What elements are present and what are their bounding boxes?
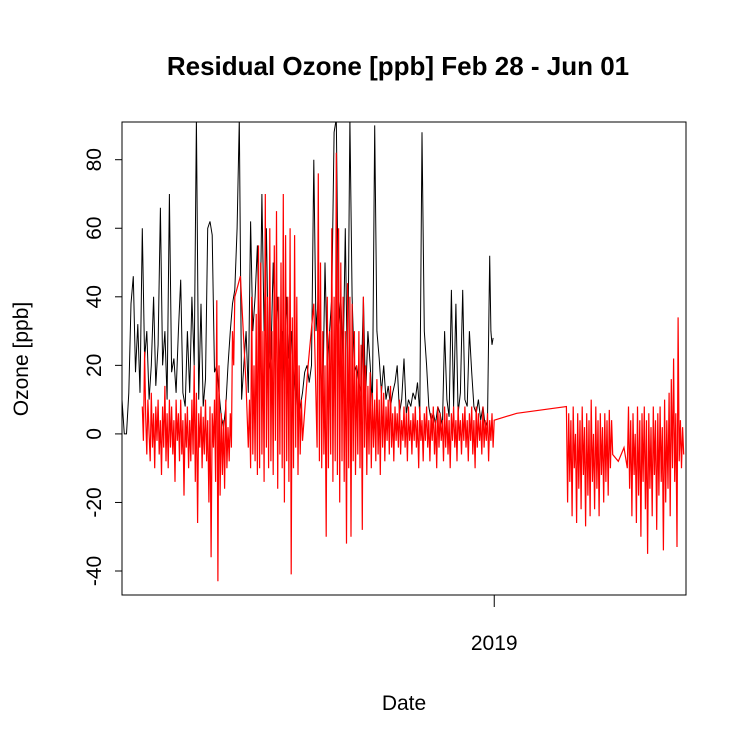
y-axis-label: Ozone [ppb] (10, 302, 33, 416)
y-tick-label: 40 (83, 285, 106, 308)
y-tick-label: -20 (83, 487, 106, 517)
x-tick-label: 2019 (471, 632, 518, 655)
y-tick-label: 80 (83, 148, 106, 171)
y-axis: -40 -20 0 20 40 60 80 (83, 148, 123, 586)
series-line-2 (141, 152, 685, 582)
y-tick-label: 0 (83, 428, 106, 440)
y-tick-label: 60 (83, 217, 106, 240)
chart-title: Residual Ozone [ppb] Feb 28 - Jun 01 (167, 51, 629, 81)
x-axis: 2019 (471, 595, 518, 655)
series-line-1 (122, 122, 494, 435)
y-tick-label: 20 (83, 354, 106, 377)
x-axis-label: Date (382, 692, 426, 715)
y-tick-label: -40 (83, 556, 106, 586)
series-layer (122, 122, 685, 582)
